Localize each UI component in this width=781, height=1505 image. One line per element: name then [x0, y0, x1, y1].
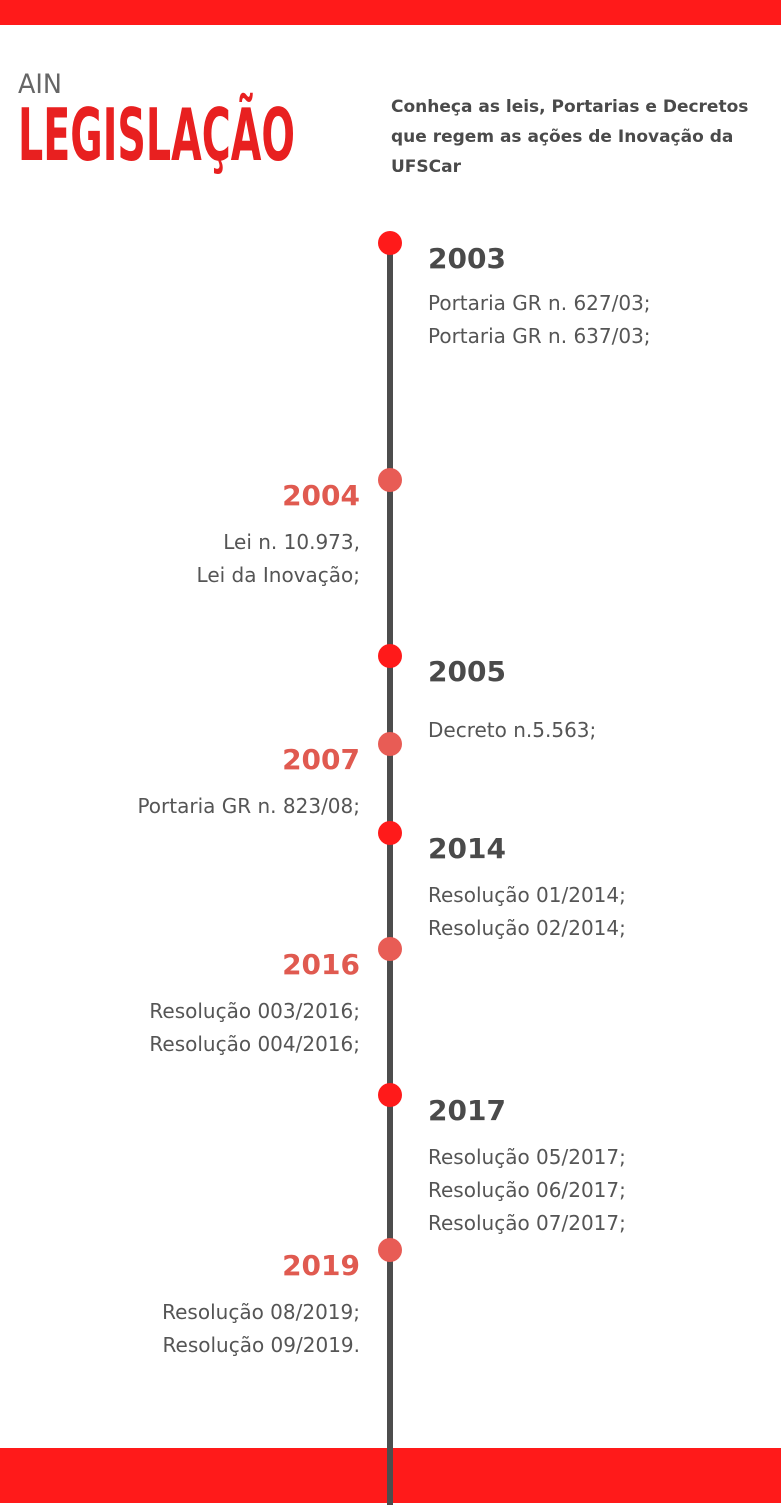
legislation-item: Decreto n.5.563;	[428, 718, 596, 742]
legislation-item: Resolução 003/2016;	[149, 999, 360, 1023]
subtitle: Conheça as leis, Portarias e Decretos qu…	[391, 97, 749, 177]
timeline-dot	[378, 937, 402, 961]
year: 2019	[282, 1249, 360, 1282]
legislation-item: Resolução 004/2016;	[149, 1032, 360, 1056]
year: 2016	[282, 948, 360, 981]
legislation-item: Resolução 08/2019;	[162, 1300, 360, 1324]
legislation-item: Resolução 09/2019.	[163, 1333, 360, 1357]
legislation-item: Resolução 06/2017;	[428, 1178, 626, 1202]
year: 2004	[282, 479, 360, 512]
title: LEGISLAÇÃO	[18, 93, 295, 177]
year: 2005	[428, 655, 506, 688]
timeline-dot	[378, 732, 402, 756]
legislation-item: Portaria GR n. 637/03;	[428, 324, 651, 348]
timeline-dot	[378, 1238, 402, 1262]
year: 2007	[282, 743, 360, 776]
year: 2003	[428, 242, 506, 275]
year: 2017	[428, 1094, 506, 1127]
legislation-item: Portaria GR n. 823/08;	[137, 794, 360, 818]
kicker: AIN	[18, 69, 62, 100]
year: 2014	[428, 832, 506, 865]
timeline-dot	[378, 231, 402, 255]
top-bar	[0, 0, 781, 25]
legislation-item: Lei da Inovação;	[197, 563, 360, 587]
timeline-dot	[378, 468, 402, 492]
legislation-item: Resolução 07/2017;	[428, 1211, 626, 1235]
legislation-item: Resolução 02/2014;	[428, 916, 626, 940]
timeline-dot	[378, 821, 402, 845]
legislation-item: Portaria GR n. 627/03;	[428, 291, 651, 315]
legislation-item: Resolução 01/2014;	[428, 883, 626, 907]
timeline: 2003 Portaria GR n. 627/03; Portaria GR n.…	[137, 231, 651, 1357]
legislation-item: Lei n. 10.973,	[223, 530, 360, 554]
legislation-item: Resolução 05/2017;	[428, 1145, 626, 1169]
timeline-dot	[378, 644, 402, 668]
timeline-dot	[378, 1083, 402, 1107]
